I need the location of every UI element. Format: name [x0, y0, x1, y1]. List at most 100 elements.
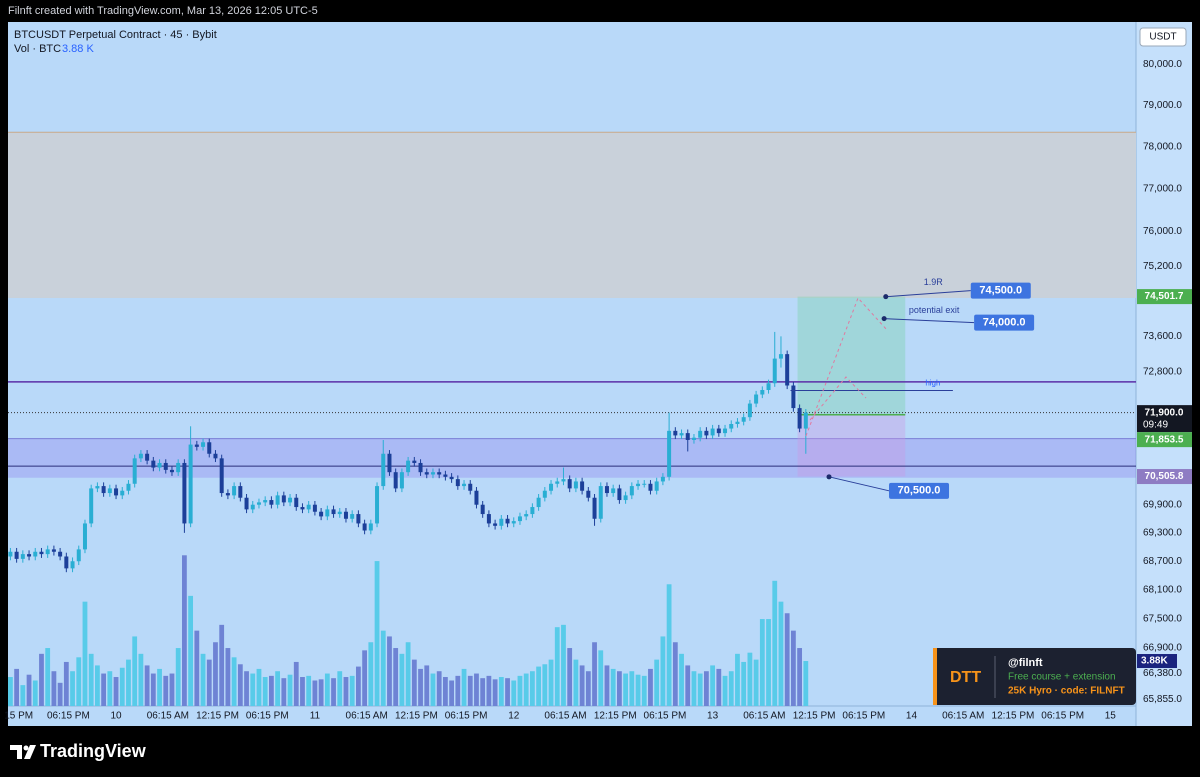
y-tick-label: 67,500.0 [1143, 613, 1182, 624]
volume-bar [57, 682, 63, 706]
candle-body [462, 483, 467, 487]
y-tick-label: 66,900.0 [1143, 643, 1182, 654]
price-badge [1137, 289, 1192, 305]
candle-body [642, 483, 647, 485]
volume-bar [654, 659, 660, 706]
volume-bar [237, 664, 243, 706]
candle-body [468, 483, 473, 491]
price-badge-label: 70,505.8 [1145, 471, 1184, 482]
candle-body [691, 437, 696, 440]
volume-bar [536, 666, 542, 706]
y-tick-label: 68,700.0 [1143, 556, 1182, 567]
volume-bar [604, 665, 610, 706]
zone [8, 132, 1136, 298]
candle-body [294, 497, 299, 508]
candle-body [698, 430, 703, 438]
y-tick-label: 80,000.0 [1143, 59, 1182, 70]
candle-body [331, 509, 336, 515]
candle-body [561, 479, 566, 482]
volume-bar [331, 678, 336, 706]
volume-bar [82, 601, 88, 706]
volume-bar [554, 627, 560, 706]
candle-body [803, 412, 808, 429]
currency-box[interactable] [1139, 27, 1187, 47]
annotation-label: 70,500.0 [898, 485, 941, 497]
countdown: 09:49 [1143, 419, 1168, 430]
candle-body [368, 523, 373, 531]
candle-body [387, 453, 392, 473]
annotation-line [828, 476, 890, 492]
promo-brand: DTT [950, 669, 981, 686]
overlay: 74,500.0 1.9R 74,000.0 potential exit 70,500… [826, 277, 1035, 499]
volume-bar [790, 630, 796, 706]
y-tick-label: 69,900.0 [1143, 499, 1182, 510]
volume-bar [728, 671, 734, 706]
plot: high [8, 131, 1136, 706]
x-tick-label: 06:15 AM [942, 711, 984, 722]
volume-bar [492, 679, 498, 706]
candle-body [306, 504, 311, 510]
candle-body [573, 481, 578, 489]
volume-bar [529, 671, 535, 706]
price-badge [1137, 469, 1192, 485]
y-tick-label: 72,800.0 [1143, 367, 1182, 378]
volume-bar [256, 668, 262, 706]
candle-body [95, 486, 100, 489]
volume-bar [703, 671, 709, 706]
currency: USDT [1149, 32, 1176, 43]
y-tick-label: 76,000.0 [1143, 226, 1182, 237]
candle-body [145, 453, 150, 461]
candle-body [120, 490, 125, 496]
candle-body [754, 394, 759, 404]
candle-body [486, 514, 491, 524]
volume-bar [39, 653, 44, 706]
annotation-badge [974, 314, 1035, 331]
candle-body [679, 433, 684, 436]
candle-body [474, 490, 479, 505]
candle-body [480, 504, 485, 515]
annotation-line [885, 290, 971, 298]
volume-bar [287, 674, 293, 706]
candle-body [356, 514, 361, 524]
candle-body [393, 472, 398, 489]
volume-bar [598, 650, 604, 706]
volume-bar [418, 668, 423, 706]
x-tick-label: 15 PM [4, 711, 33, 722]
volume-bar [150, 673, 156, 706]
volume-bar [51, 671, 57, 706]
header: Filnft created with TradingView.com, Mar… [8, 5, 318, 17]
candle-body [418, 462, 423, 473]
candle-body [772, 358, 777, 384]
volume-bar [355, 666, 361, 706]
candle-body [424, 472, 429, 475]
volume-bar [517, 675, 523, 706]
volume-bar [300, 677, 305, 706]
volume-bar [411, 659, 417, 706]
x-tick-label: 06:15 PM [842, 711, 885, 722]
candle-body [623, 495, 628, 501]
footer-brand: TradingView [40, 741, 147, 761]
volume-bar [623, 673, 629, 706]
candle-body [580, 481, 585, 491]
candle-body [281, 495, 286, 503]
x-tick-label: 12:15 PM [594, 711, 637, 722]
volume-bar [455, 675, 461, 706]
y-tick-label: 78,000.0 [1143, 141, 1182, 152]
volume-bar [275, 671, 281, 706]
candle-body [542, 490, 547, 498]
candle-body [399, 472, 404, 489]
y-tick-label: 75,200.0 [1143, 261, 1182, 272]
volume-bar [548, 659, 554, 706]
candle-body [20, 554, 25, 559]
candle-body [517, 516, 522, 522]
volume-bar [206, 659, 212, 706]
volume-bar [163, 675, 169, 706]
candle-body [250, 504, 255, 510]
logo-mark [10, 745, 36, 759]
volume-bar [592, 642, 597, 706]
x-tick-label: 11 [310, 711, 321, 722]
candle-body [592, 497, 597, 519]
volume-bar [467, 675, 473, 706]
candle-body [685, 433, 690, 440]
volume-bar [380, 630, 386, 706]
